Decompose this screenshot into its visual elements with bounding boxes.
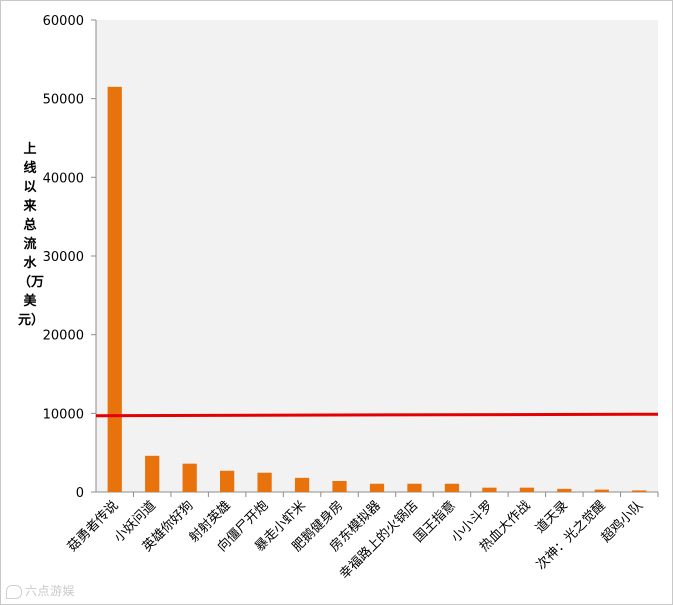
y-tick-label: 60000 [43, 14, 84, 29]
y-tick-label: 30000 [43, 250, 84, 265]
y-axis-label: 上线以来总流水（万美元） [18, 142, 45, 328]
y-axis-ticks: 0 10000 20000 30000 40000 50000 60000 [43, 14, 96, 501]
bar [444, 483, 460, 492]
y-tick-label: 40000 [43, 171, 84, 186]
y-tick-label: 0 [76, 486, 84, 501]
y-tick-label: 20000 [43, 329, 84, 344]
x-axis-ticks: 菇勇者传说小妖问道英雄你好狗射射英雄向僵尸开炮暴走小虾米肥鹅健身房房东模拟器幸福… [65, 492, 659, 582]
bar [220, 470, 235, 492]
bar [594, 489, 609, 492]
bar [369, 483, 385, 492]
reference-line [95, 412, 659, 418]
plot-area [96, 20, 658, 492]
bar [145, 455, 160, 492]
bar [107, 86, 122, 492]
y-tick-label: 50000 [43, 93, 84, 108]
x-tick-label: 菇勇者传说 [65, 498, 122, 555]
bar [257, 472, 272, 492]
bar [557, 488, 572, 492]
x-tick-label: 超鸡小队 [598, 498, 646, 546]
watermark-logo-icon [6, 584, 22, 599]
bar [294, 477, 310, 492]
bars [107, 86, 647, 492]
y-tick-label: 10000 [43, 407, 84, 422]
bar [182, 463, 197, 492]
bar [632, 490, 647, 492]
bar [519, 487, 534, 492]
watermark: 六点游娱 [6, 582, 75, 599]
bar [332, 480, 347, 492]
bar [482, 487, 497, 492]
bar [407, 483, 422, 492]
watermark-text: 六点游娱 [25, 584, 76, 598]
